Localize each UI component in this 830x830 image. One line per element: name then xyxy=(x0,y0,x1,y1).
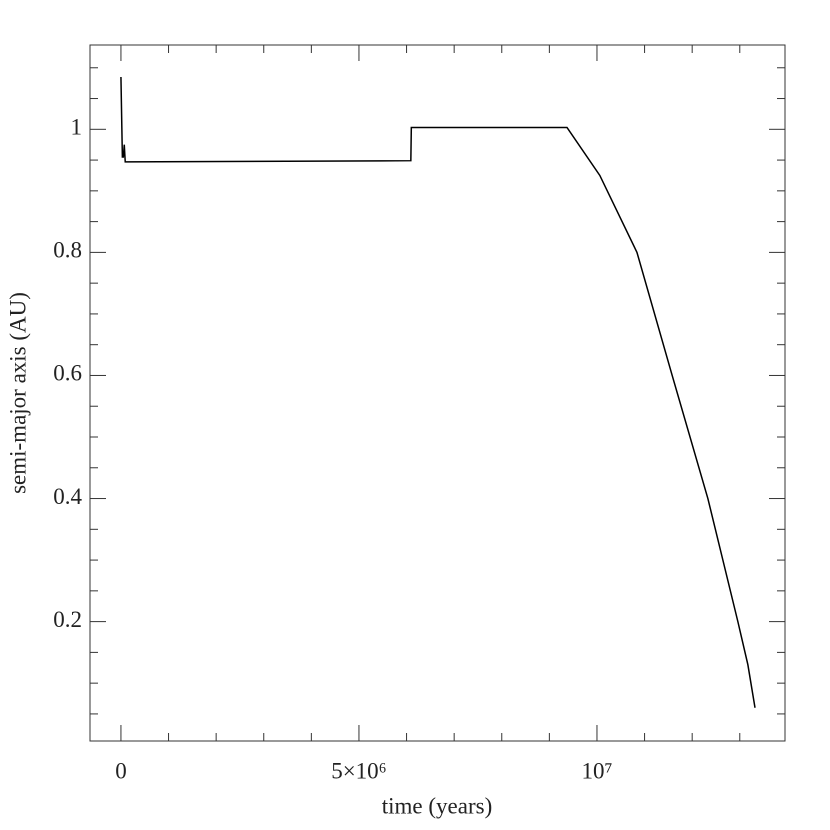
y-tick-label: 0.6 xyxy=(53,361,82,386)
y-tick-label: 0.8 xyxy=(53,238,82,263)
plot-frame xyxy=(89,44,786,742)
y-tick-label: 1 xyxy=(71,115,83,140)
y-tick-label: 0.2 xyxy=(53,607,82,632)
x-tick-label: 10⁷ xyxy=(581,758,612,783)
x-tick-label: 0 xyxy=(115,758,127,783)
data-line xyxy=(120,76,756,708)
y-axis-label: semi-major axis (AU) xyxy=(5,292,30,494)
x-tick-label: 5×10⁶ xyxy=(331,758,387,783)
y-tick-label: 0.4 xyxy=(53,484,82,509)
x-axis-label: time (years) xyxy=(382,793,492,818)
